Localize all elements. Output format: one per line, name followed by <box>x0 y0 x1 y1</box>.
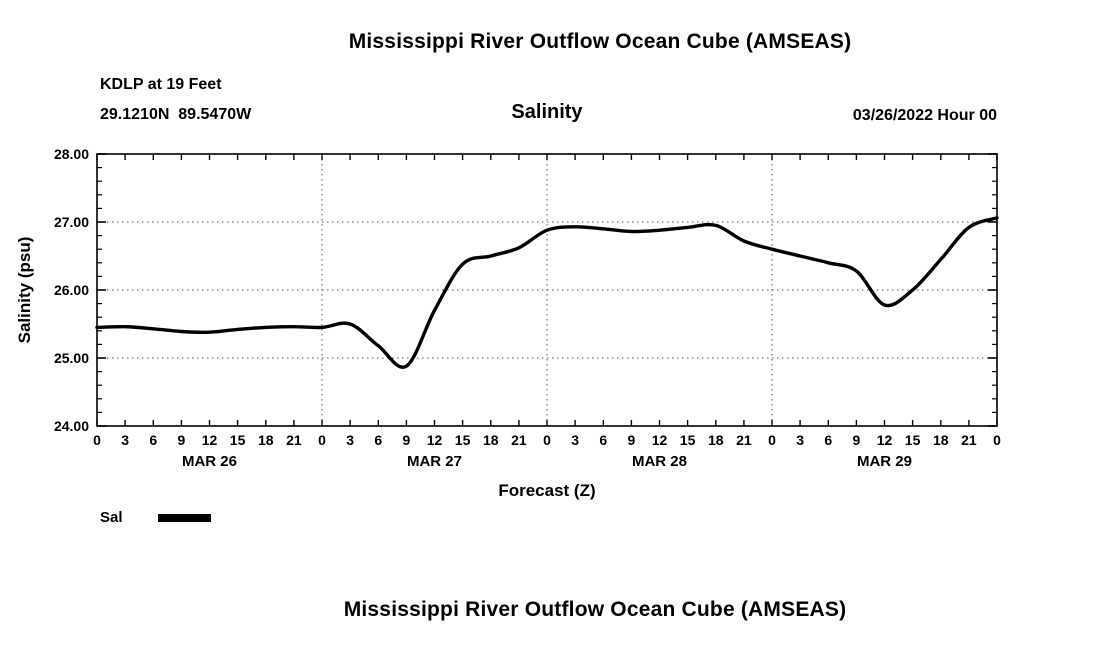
svg-text:6: 6 <box>149 432 157 448</box>
svg-text:12: 12 <box>427 432 443 448</box>
svg-text:15: 15 <box>680 432 696 448</box>
svg-text:9: 9 <box>628 432 636 448</box>
svg-text:21: 21 <box>511 432 527 448</box>
svg-text:0: 0 <box>93 432 101 448</box>
svg-text:15: 15 <box>230 432 246 448</box>
chart-title-top: Mississippi River Outflow Ocean Cube (AM… <box>348 30 852 53</box>
svg-text:3: 3 <box>346 432 354 448</box>
svg-text:3: 3 <box>796 432 804 448</box>
svg-text:3: 3 <box>121 432 129 448</box>
svg-text:9: 9 <box>178 432 186 448</box>
svg-text:28.00: 28.00 <box>54 146 89 162</box>
svg-text:26.00: 26.00 <box>54 282 89 298</box>
svg-text:21: 21 <box>961 432 977 448</box>
station-coords: 29.1210N 89.5470W <box>100 106 252 123</box>
svg-text:0: 0 <box>318 432 326 448</box>
svg-text:6: 6 <box>599 432 607 448</box>
chart-variable-title: Salinity <box>511 101 583 123</box>
legend-label: Sal <box>100 509 123 526</box>
svg-text:21: 21 <box>736 432 752 448</box>
svg-text:24.00: 24.00 <box>54 418 89 434</box>
svg-text:6: 6 <box>824 432 832 448</box>
svg-text:12: 12 <box>202 432 218 448</box>
svg-text:9: 9 <box>853 432 861 448</box>
svg-text:MAR 26: MAR 26 <box>182 453 237 470</box>
svg-text:18: 18 <box>258 432 274 448</box>
svg-text:6: 6 <box>374 432 382 448</box>
svg-text:25.00: 25.00 <box>54 350 89 366</box>
svg-text:0: 0 <box>993 432 1001 448</box>
svg-text:0: 0 <box>543 432 551 448</box>
svg-text:12: 12 <box>877 432 893 448</box>
legend-line-swatch <box>157 513 211 522</box>
svg-text:3: 3 <box>571 432 579 448</box>
svg-text:MAR 29: MAR 29 <box>857 453 912 470</box>
svg-text:Forecast (Z): Forecast (Z) <box>498 481 595 500</box>
chart-title-bottom: Mississippi River Outflow Ocean Cube (AM… <box>343 598 847 621</box>
svg-text:12: 12 <box>652 432 668 448</box>
chart-datetime: 03/26/2022 Hour 00 <box>852 107 997 124</box>
svg-text:0: 0 <box>768 432 776 448</box>
svg-text:Salinity (psu): Salinity (psu) <box>15 237 34 344</box>
svg-text:21: 21 <box>286 432 302 448</box>
legend: Sal <box>100 509 211 526</box>
svg-text:9: 9 <box>403 432 411 448</box>
svg-text:18: 18 <box>933 432 949 448</box>
svg-text:18: 18 <box>483 432 499 448</box>
svg-text:15: 15 <box>455 432 471 448</box>
salinity-chart: 24.00 25.00 26.00 27.00 28.00 0 3 6 9 12 15 18 21 0 3 6… <box>15 146 1001 500</box>
svg-text:MAR 27: MAR 27 <box>407 453 462 470</box>
salinity-series-line <box>95 216 999 369</box>
svg-text:MAR 28: MAR 28 <box>632 453 687 470</box>
svg-text:18: 18 <box>708 432 724 448</box>
station-name: KDLP at 19 Feet <box>100 76 222 93</box>
svg-text:27.00: 27.00 <box>54 214 89 230</box>
svg-text:15: 15 <box>905 432 921 448</box>
